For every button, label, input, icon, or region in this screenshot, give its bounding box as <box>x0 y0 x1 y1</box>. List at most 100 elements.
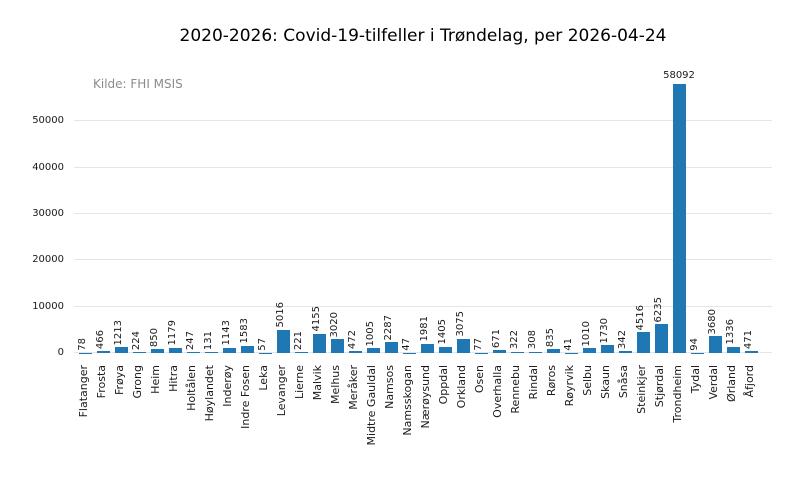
bar <box>132 351 146 353</box>
bar-value-label: 322 <box>509 330 520 350</box>
bar-value-label: 1143 <box>221 320 232 346</box>
x-tick-label: Meråker <box>346 365 360 410</box>
y-tick-label: 20000 <box>32 254 64 266</box>
bar <box>600 344 614 353</box>
bar <box>510 351 524 353</box>
x-tick-label: Namsskogan <box>400 365 414 436</box>
gridline <box>74 305 772 307</box>
x-tick-label: Frøya <box>112 365 126 396</box>
bar-value-label: 3680 <box>707 308 718 334</box>
bar <box>582 348 596 353</box>
x-tick-label: Flatanger <box>76 365 90 418</box>
bar-value-label: 94 <box>689 337 700 351</box>
bar-value-label: 3075 <box>455 311 466 337</box>
gridline <box>74 259 772 261</box>
x-tick-label: Midtre Gauldal <box>364 365 378 446</box>
bar <box>222 347 236 353</box>
source-annotation: Kilde: FHI MSIS <box>93 77 183 91</box>
x-tick-label: Leka <box>256 365 270 391</box>
bar-value-label: 5016 <box>275 302 286 328</box>
bar <box>186 351 200 353</box>
bar <box>420 343 434 353</box>
bar-value-label: 4516 <box>635 304 646 331</box>
bar-value-label: 466 <box>95 329 106 349</box>
bar <box>528 351 542 353</box>
bar-value-label: 1730 <box>599 317 610 343</box>
bar-value-label: 671 <box>491 328 502 348</box>
x-tick-label: Nærøysund <box>418 365 432 429</box>
x-tick-label: Orkland <box>454 365 468 409</box>
bar-value-label: 1336 <box>725 319 736 345</box>
bar <box>726 346 740 353</box>
bar-value-label: 308 <box>527 330 538 350</box>
bar-value-label: 472 <box>347 329 358 349</box>
x-tick-label: Verdal <box>706 365 720 400</box>
bar-value-label: 58092 <box>663 69 695 81</box>
x-tick-label: Trondheim <box>670 365 684 423</box>
x-tick-label: Tydal <box>688 365 702 394</box>
bar <box>708 335 722 353</box>
bar <box>366 348 380 353</box>
bar-value-label: 6235 <box>653 296 664 323</box>
bar-value-label: 77 <box>473 337 484 351</box>
x-tick-label: Stjørdal <box>652 365 666 408</box>
bar <box>492 349 506 353</box>
gridline <box>74 213 772 214</box>
bar <box>744 350 758 353</box>
x-tick-label: Grong <box>130 365 144 399</box>
x-tick-label: Inderøy <box>220 365 234 407</box>
bar-value-label: 2287 <box>383 314 394 341</box>
bar-value-label: 1583 <box>239 318 250 344</box>
bar-value-label: 850 <box>149 327 160 348</box>
x-tick-label: Malvik <box>310 365 324 401</box>
bar <box>114 347 128 353</box>
bar <box>654 324 668 353</box>
bar-value-label: 41 <box>563 337 574 351</box>
gridline <box>74 166 772 168</box>
bar-value-label: 342 <box>617 330 628 350</box>
bar-value-label: 247 <box>185 330 196 350</box>
bar-value-label: 131 <box>203 331 214 351</box>
x-tick-label: Overhalla <box>490 365 504 418</box>
bar <box>636 332 650 353</box>
bar-value-label: 1179 <box>167 320 178 346</box>
bar <box>690 352 704 353</box>
bar-value-label: 4155 <box>311 306 322 332</box>
bar <box>276 329 290 353</box>
x-tick-label: Frosta <box>94 365 108 399</box>
bar-value-label: 1405 <box>437 319 448 345</box>
x-tick-label: Ørland <box>724 365 738 402</box>
bar-value-label: 57 <box>257 337 268 351</box>
bar <box>168 347 182 353</box>
gridline <box>74 120 772 122</box>
bar-value-label: 3020 <box>329 311 340 338</box>
x-tick-label: Oppdal <box>436 365 450 405</box>
x-tick-label: Melhus <box>328 365 342 404</box>
bar <box>384 342 398 353</box>
x-tick-label: Steinkjer <box>634 365 648 414</box>
bar <box>204 352 218 353</box>
x-tick-label: Røyrvik <box>562 365 576 407</box>
x-tick-label: Åfjord <box>742 365 756 398</box>
bar-value-label: 1010 <box>581 320 592 347</box>
x-tick-label: Osen <box>472 365 486 394</box>
bar-value-label: 224 <box>131 330 142 350</box>
bar <box>330 339 344 353</box>
x-tick-label: Selbu <box>580 365 594 396</box>
x-tick-label: Snåsa <box>616 365 630 399</box>
bar <box>78 352 92 353</box>
bar <box>456 338 470 353</box>
bar <box>438 346 452 353</box>
x-tick-label: Rennebu <box>508 365 522 414</box>
plot-area: 0 10000 20000 30000 40000 50000 78 466 1213 224 8… <box>32 70 772 445</box>
chart-title: 2020-2026: Covid-19-tilfeller i Trøndela… <box>179 26 667 46</box>
bar-value-label: 221 <box>293 330 304 350</box>
bar-value-label: 78 <box>77 337 88 351</box>
x-tick-label: Namsos <box>382 365 396 409</box>
bar <box>672 83 686 353</box>
bar <box>294 351 308 353</box>
x-tick-label: Rindal <box>526 365 540 400</box>
x-tick-label: Røros <box>544 365 558 397</box>
x-tick-label: Høylandet <box>202 365 216 422</box>
bar <box>312 333 326 353</box>
